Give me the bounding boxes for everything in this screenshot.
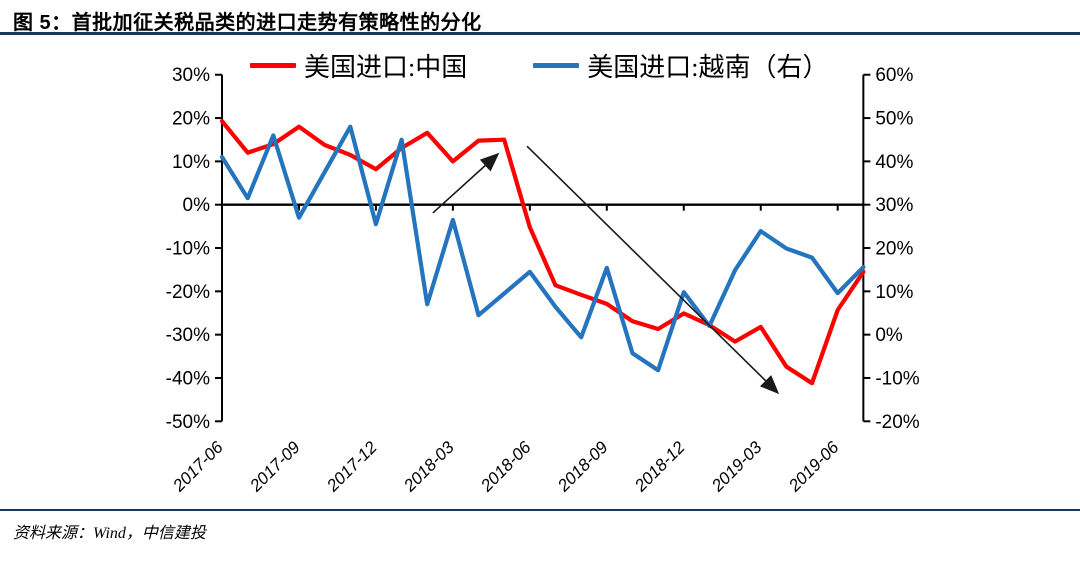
- chart-legend: 美国进口:中国 美国进口:越南（右）: [250, 47, 828, 84]
- right-axis-tick-label: -20%: [875, 412, 919, 433]
- legend-item-vietnam: 美国进口:越南（右）: [533, 47, 828, 84]
- right-axis-tick-label: 50%: [875, 109, 913, 130]
- x-axis-tick-label: 2018-03: [399, 437, 458, 496]
- chart-title: 图 5：首批加征关税品类的进口走势有策略性的分化: [13, 12, 482, 34]
- right-axis-tick-label: -10%: [875, 368, 919, 389]
- x-axis-tick-label: 2017-12: [322, 437, 381, 496]
- right-axis-tick-label: 30%: [875, 195, 913, 216]
- left-axis-tick-label: -50%: [166, 412, 210, 433]
- right-axis-tick-label: 60%: [875, 65, 913, 86]
- series-line-vietnam: [219, 124, 866, 373]
- annotation-arrow: [526, 145, 780, 395]
- left-axis-tick-label: 10%: [172, 152, 210, 173]
- legend-item-china: 美国进口:中国: [250, 47, 467, 84]
- source-note: 资料来源：Wind，中信建投: [13, 525, 206, 542]
- legend-label-china: 美国进口:中国: [304, 53, 468, 82]
- x-axis-tick-label: 2017-06: [169, 437, 228, 496]
- right-axis-tick-label: 0%: [875, 325, 903, 346]
- left-axis-tick-label: -10%: [166, 239, 210, 260]
- x-axis-tick-label: 2018-09: [553, 437, 612, 496]
- x-axis-tick-label: 2018-06: [476, 437, 535, 496]
- left-axis-tick-label: 20%: [172, 109, 210, 130]
- left-axis-tick-label: -30%: [166, 325, 210, 346]
- x-axis-tick-label: 2018-12: [630, 437, 689, 496]
- legend-label-vietnam: 美国进口:越南（右）: [587, 53, 829, 82]
- right-axis-tick-label: 20%: [875, 239, 913, 260]
- legend-line-swatch-red: [250, 63, 296, 68]
- title-divider: [0, 32, 1080, 35]
- legend-line-swatch-blue: [533, 63, 580, 68]
- right-axis-tick-label: 40%: [875, 152, 913, 173]
- left-axis-tick-label: -40%: [166, 368, 210, 389]
- x-axis-tick-label: 2019-03: [707, 437, 766, 496]
- footer-divider: [0, 509, 1080, 511]
- left-axis-tick-label: 0%: [183, 195, 211, 216]
- right-axis-tick-label: 10%: [875, 282, 913, 303]
- left-axis-tick-label: -20%: [166, 282, 210, 303]
- x-axis-tick-label: 2019-06: [784, 437, 843, 496]
- series-line-china: [219, 118, 866, 386]
- annotation-arrow: [432, 152, 500, 214]
- left-axis-tick-label: 30%: [172, 65, 210, 86]
- x-axis-tick-label: 2017-09: [246, 437, 305, 496]
